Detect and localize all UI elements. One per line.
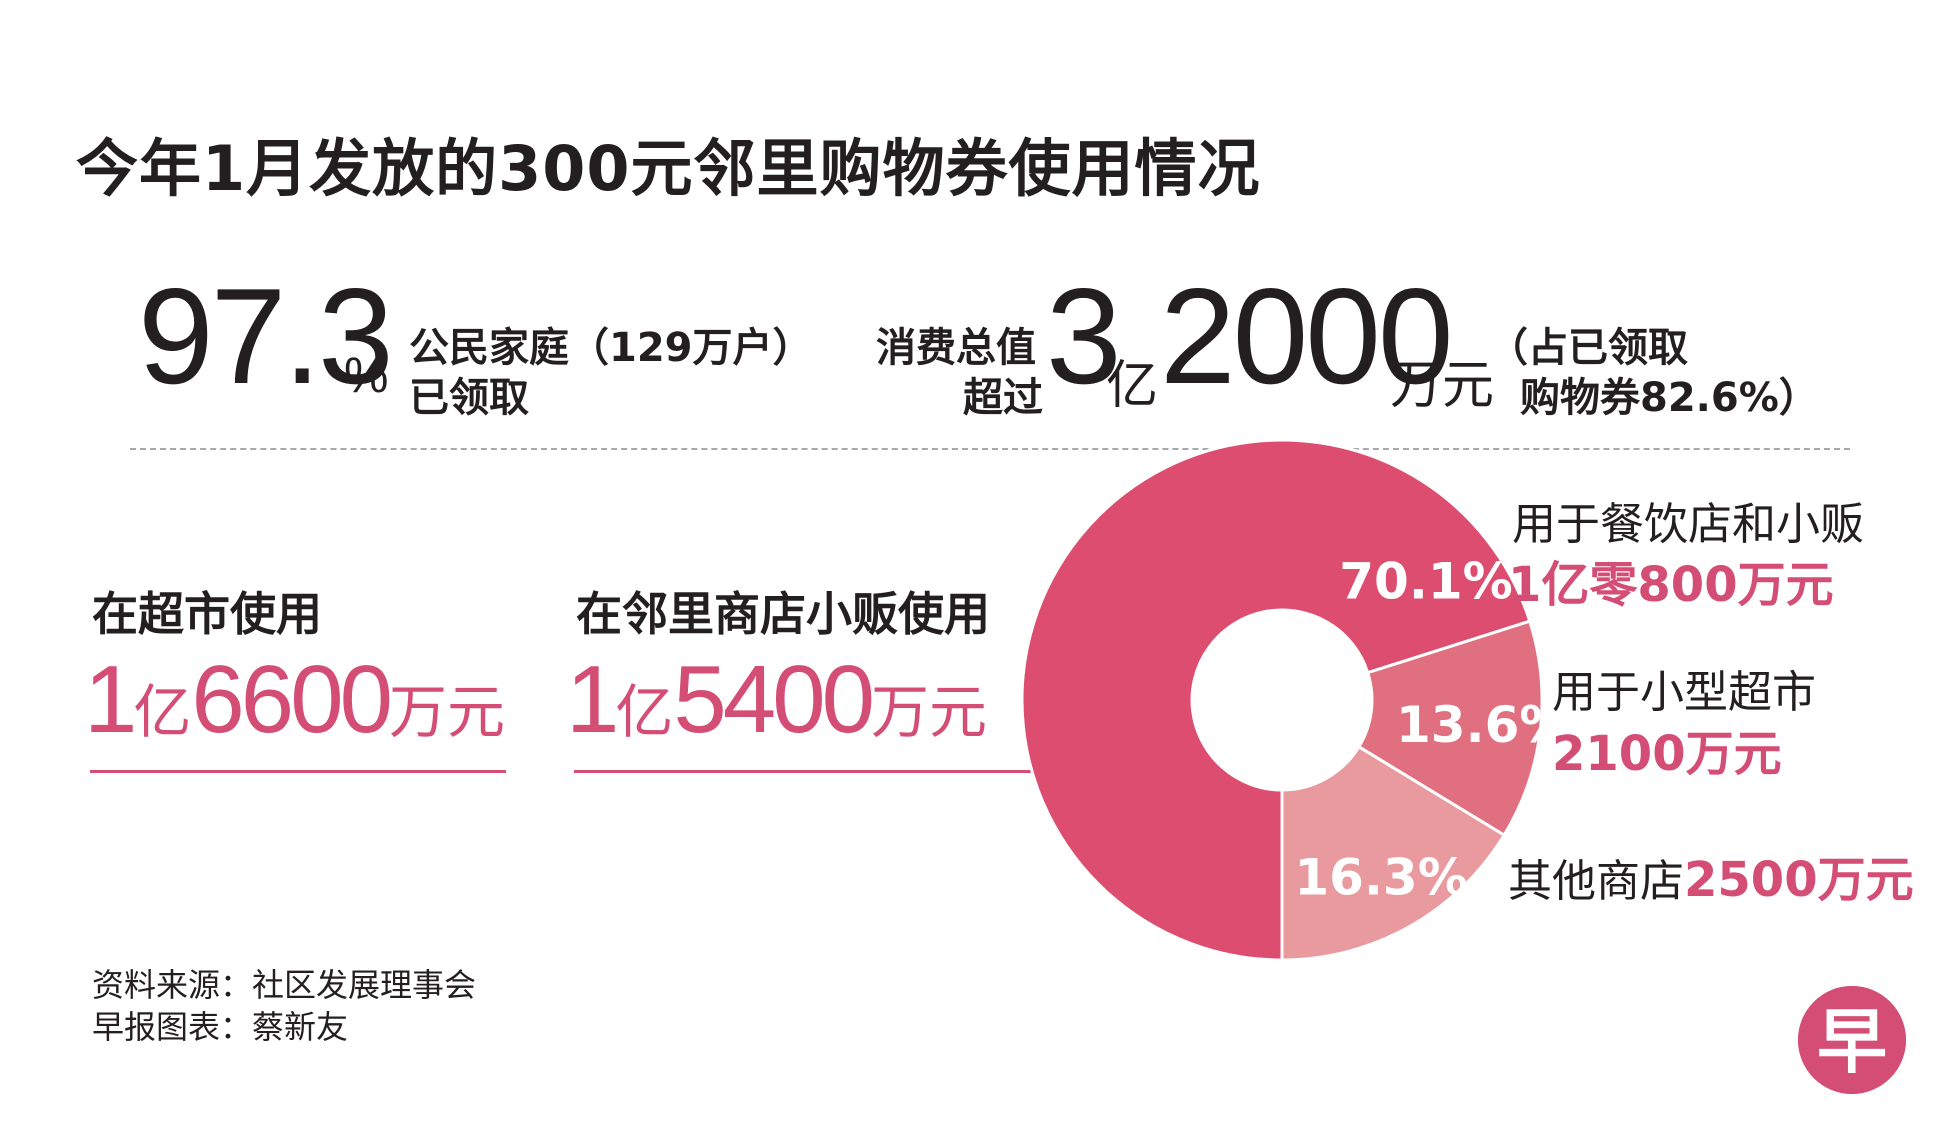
supermarket-underline (90, 770, 506, 773)
legend-minimart-amount: 2100万元 (1552, 726, 1782, 782)
households-percent-value: 97.3 (138, 260, 394, 412)
heartland-underline (574, 770, 1040, 773)
spending-prefix-line1: 消费总值 (876, 325, 1036, 371)
households-percent-unit: % (344, 347, 389, 403)
heartland-amount-unit1: 亿 (615, 680, 674, 745)
spending-unit2: 万元 (1390, 356, 1495, 416)
legend-food-amount: 1亿零800万元 (1508, 557, 1834, 613)
spending-unit1: 亿 (1106, 356, 1159, 416)
page-title: 今年1月发放的300元邻里购物券使用情况 (76, 132, 1261, 205)
supermarket-amount-num2: 6600 (191, 646, 393, 753)
legend-food-label: 用于餐饮店和小贩 (1512, 499, 1864, 550)
legend-other-amount: 2500万元 (1684, 852, 1914, 908)
heartland-amount-num2: 5400 (673, 646, 875, 753)
heartland-label: 在邻里商店小贩使用 (576, 587, 990, 641)
legend-minimart-label: 用于小型超市 (1552, 667, 1816, 718)
households-label-line2: 已领取 (409, 375, 529, 421)
logo-text: 早 (1817, 1001, 1887, 1083)
spending-prefix-line2: 超过 (963, 375, 1043, 421)
spending-note-line1: （占已领取 (1488, 325, 1688, 371)
spending-note-line2: 购物券82.6%） (1520, 375, 1819, 421)
legend-other-label: 其他商店 (1508, 856, 1684, 907)
logo: 早 (1798, 986, 1914, 1100)
source-line1: 资料来源：社区发展理事会 (92, 966, 477, 1004)
supermarket-amount-unit2: 万元 (388, 680, 505, 745)
legend-other: 其他商店2500万元 (1508, 840, 1914, 910)
donut-percent-minimart: 13.6% (1396, 696, 1569, 754)
heartland-amount: 1亿5400万元 (566, 652, 987, 748)
households-label-line1: 公民家庭（129万户） (409, 325, 813, 371)
dashed-divider (130, 448, 1850, 450)
supermarket-label: 在超市使用 (92, 587, 322, 641)
heartland-amount-unit2: 万元 (870, 680, 987, 745)
donut-segment-food (1020, 438, 1532, 962)
spending-value-part1: 3 (1046, 260, 1122, 412)
source-line2: 早报图表：蔡新友 (92, 1008, 349, 1046)
donut-percent-food: 70.1% (1339, 553, 1512, 611)
supermarket-amount-unit1: 亿 (133, 680, 192, 745)
spending-value-part2: 2000 (1160, 260, 1454, 412)
supermarket-amount: 1亿6600万元 (84, 652, 505, 748)
donut-percent-other: 16.3% (1294, 848, 1467, 906)
donut-segment-minimart (1356, 619, 1544, 838)
heartland-amount-num1: 1 (566, 646, 619, 753)
supermarket-amount-num1: 1 (84, 646, 137, 753)
donut-segment-other (1280, 744, 1507, 962)
